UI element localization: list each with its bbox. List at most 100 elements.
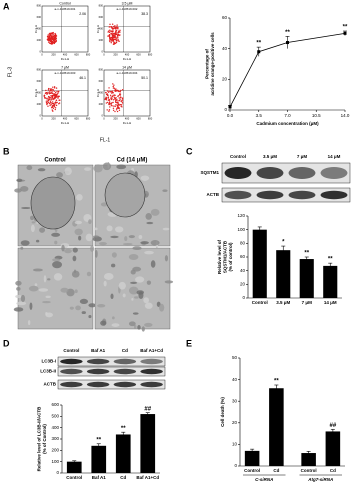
flow-tick: 0	[103, 53, 105, 57]
flow-tick: 400	[99, 91, 104, 95]
cell-dot	[112, 94, 114, 97]
significance: **	[285, 30, 290, 36]
organelle	[162, 227, 170, 231]
band-label: LC3B-I	[42, 359, 57, 364]
significance: **	[256, 41, 261, 47]
cell-dot	[118, 109, 121, 112]
organelle	[110, 293, 114, 299]
y-tick-label: 0	[224, 107, 227, 112]
band	[224, 167, 252, 179]
cell-dot	[110, 96, 112, 98]
flow-tick: 0	[40, 114, 42, 118]
flow-tick: 600	[74, 53, 79, 57]
organelle	[128, 254, 139, 261]
flow-tick: 0	[102, 50, 104, 54]
cell-dot	[110, 26, 113, 28]
cell-dot	[48, 35, 51, 37]
significance: ##	[144, 406, 151, 412]
organelle	[150, 260, 156, 268]
cell-dot	[51, 106, 54, 108]
cell-dot	[110, 42, 112, 44]
blot-strip	[57, 379, 166, 390]
band	[140, 358, 163, 365]
cell-dot	[45, 89, 47, 92]
organelle	[34, 283, 38, 287]
cell-dot	[109, 101, 111, 103]
significance: ##	[330, 423, 337, 429]
bar	[115, 434, 131, 473]
lane-label: 14 μM	[328, 154, 341, 159]
cell-dot	[115, 27, 117, 30]
organelle	[16, 178, 23, 182]
cell-dot	[111, 95, 114, 98]
cell-dot	[43, 94, 46, 96]
cell-dot	[110, 32, 112, 35]
cell-dot	[49, 100, 52, 102]
organelle	[16, 301, 27, 306]
flow-plot	[103, 5, 151, 53]
cell-dot	[108, 87, 110, 89]
organelle	[45, 311, 48, 316]
band	[113, 358, 137, 365]
organelle	[13, 307, 24, 312]
cell-dot	[109, 38, 112, 40]
organelle	[103, 273, 114, 280]
cell-dot	[47, 38, 50, 41]
organelle	[164, 255, 169, 262]
cell-dot	[51, 42, 54, 44]
cell-dot	[114, 105, 116, 108]
organelle	[150, 208, 160, 216]
organelle	[159, 303, 165, 312]
cell-dot	[52, 88, 54, 91]
cell-dot	[109, 29, 111, 31]
cell-dot	[118, 40, 120, 42]
cell-dot	[109, 94, 112, 97]
cell-dot	[52, 98, 54, 101]
point	[343, 31, 347, 35]
band	[288, 167, 316, 179]
cell-dot	[49, 101, 51, 104]
cell-dot	[110, 104, 112, 106]
cell-dot	[122, 102, 124, 104]
cell-dot	[114, 25, 116, 27]
flow-percent: 50.1	[141, 76, 148, 80]
cell-dot	[54, 93, 57, 95]
organelle	[74, 289, 78, 294]
organelle	[35, 239, 40, 243]
channel-label: FL1-H	[123, 121, 131, 125]
organelle	[52, 261, 62, 269]
cell-dot	[117, 27, 119, 29]
organelle	[103, 280, 107, 287]
cell-dot	[121, 104, 123, 106]
x-tick-label: Control	[252, 300, 268, 305]
cell-dot	[113, 35, 115, 37]
group-label: Atg7-siRNA	[307, 477, 333, 482]
cell-dot	[118, 97, 120, 99]
organelle	[84, 167, 92, 171]
cell-dot	[48, 36, 51, 39]
y-tick-label: 100	[237, 227, 245, 232]
cell-dot	[51, 36, 54, 39]
organelle	[111, 252, 117, 258]
cell-dot	[105, 102, 108, 104]
flow-tick: 200	[99, 38, 104, 42]
channel-label: FL3-H	[34, 89, 38, 97]
cell-dot	[108, 90, 110, 93]
cell-dot	[51, 97, 53, 99]
group-label: C-siRNA	[255, 477, 273, 482]
cell-dot	[53, 38, 55, 41]
cell-dot	[119, 93, 122, 95]
cell-dot	[52, 107, 55, 109]
organelle	[133, 324, 137, 329]
cell-dot	[113, 84, 115, 86]
panel-letter: E	[186, 338, 192, 348]
flow-tick: 600	[99, 15, 104, 19]
flow-tick: 0	[103, 117, 105, 121]
organelle	[134, 296, 139, 299]
point	[286, 41, 289, 45]
significance: **	[121, 426, 126, 432]
organelle	[56, 172, 63, 178]
cell-dot	[47, 105, 49, 107]
cell-dot	[45, 97, 47, 99]
organelle	[137, 324, 141, 330]
